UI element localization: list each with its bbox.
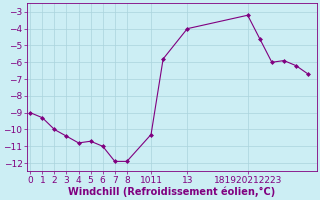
X-axis label: Windchill (Refroidissement éolien,°C): Windchill (Refroidissement éolien,°C): [68, 186, 275, 197]
